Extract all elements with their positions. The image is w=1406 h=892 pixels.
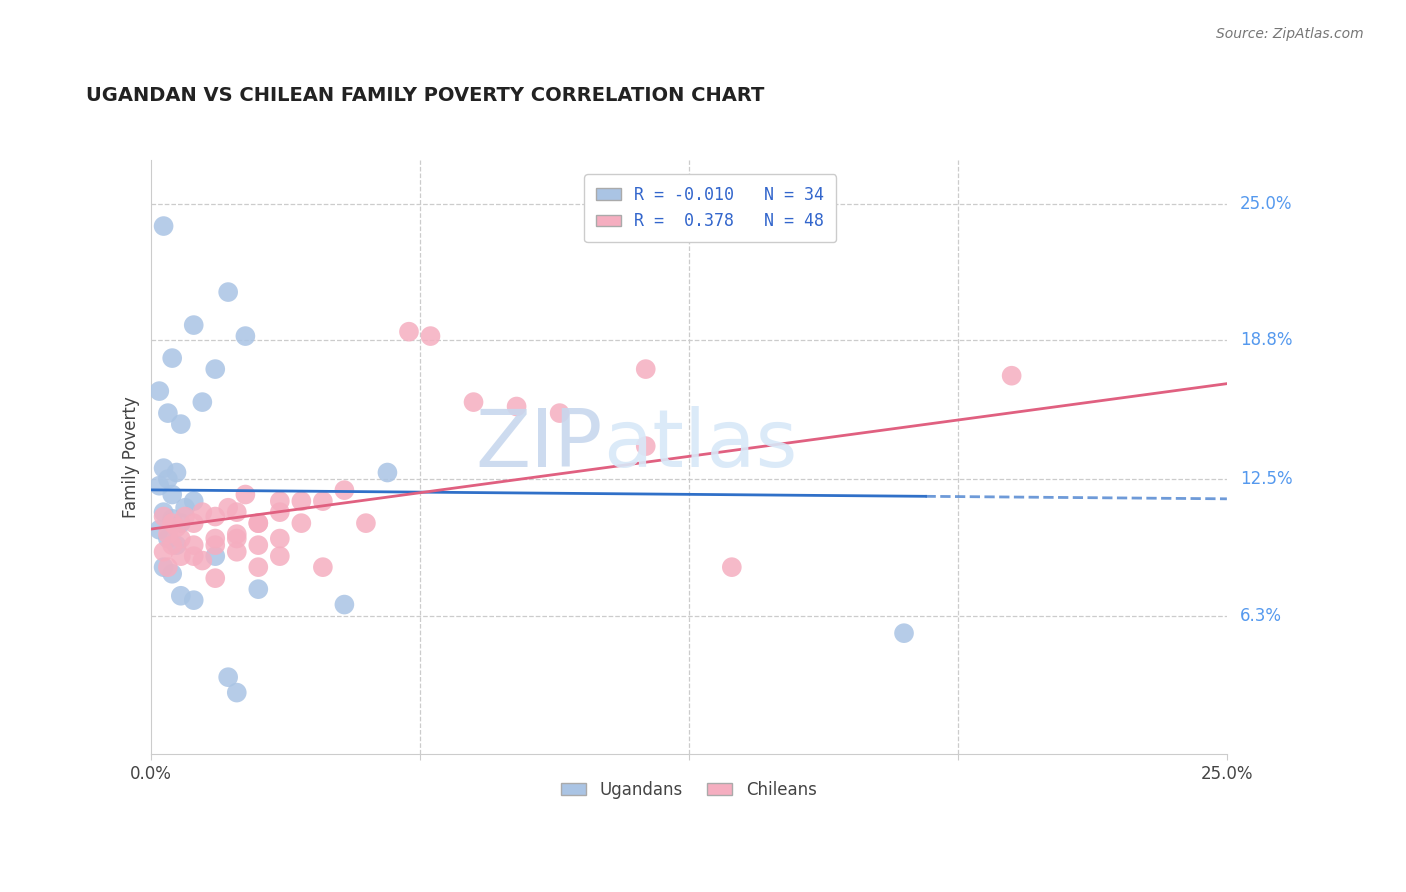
Point — [191, 395, 214, 409]
Point — [721, 560, 744, 574]
Point — [170, 417, 193, 431]
Point — [290, 494, 312, 508]
Point — [269, 494, 291, 508]
Point — [148, 479, 170, 493]
Point — [269, 505, 291, 519]
Point — [183, 318, 205, 332]
Point — [156, 560, 179, 574]
Point — [290, 516, 312, 530]
Point — [634, 439, 657, 453]
Point — [152, 219, 174, 233]
Point — [1001, 368, 1024, 383]
Point — [204, 509, 226, 524]
Point — [191, 505, 214, 519]
Point — [354, 516, 377, 530]
Point — [152, 509, 174, 524]
Point — [160, 566, 183, 581]
Point — [217, 670, 239, 684]
Point — [398, 325, 420, 339]
Point — [148, 523, 170, 537]
Point — [419, 329, 441, 343]
Point — [235, 329, 257, 343]
Point — [235, 487, 257, 501]
Point — [156, 527, 179, 541]
Point — [166, 466, 188, 480]
Point — [152, 461, 174, 475]
Point — [225, 505, 247, 519]
Point — [548, 406, 571, 420]
Point — [333, 598, 356, 612]
Point — [463, 395, 485, 409]
Text: 18.8%: 18.8% — [1240, 332, 1292, 350]
Point — [170, 532, 193, 546]
Text: 6.3%: 6.3% — [1240, 607, 1282, 624]
Point — [152, 545, 174, 559]
Legend: Ugandans, Chileans: Ugandans, Chileans — [554, 774, 824, 805]
Point — [247, 560, 270, 574]
Point — [183, 593, 205, 607]
Point — [634, 362, 657, 376]
Point — [204, 571, 226, 585]
Point — [217, 500, 239, 515]
Point — [247, 516, 270, 530]
Text: ZIP: ZIP — [475, 406, 603, 484]
Text: 12.5%: 12.5% — [1240, 470, 1292, 488]
Point — [156, 406, 179, 420]
Point — [269, 532, 291, 546]
Point — [377, 466, 399, 480]
Point — [166, 520, 188, 534]
Point — [152, 560, 174, 574]
Point — [247, 538, 270, 552]
Point — [160, 538, 183, 552]
Point — [152, 505, 174, 519]
Point — [225, 685, 247, 699]
Point — [204, 538, 226, 552]
Point — [217, 285, 239, 299]
Point — [156, 472, 179, 486]
Point — [191, 553, 214, 567]
Text: UGANDAN VS CHILEAN FAMILY POVERTY CORRELATION CHART: UGANDAN VS CHILEAN FAMILY POVERTY CORREL… — [86, 86, 765, 105]
Point — [225, 545, 247, 559]
Point — [204, 532, 226, 546]
Point — [183, 538, 205, 552]
Point — [174, 509, 197, 524]
Point — [333, 483, 356, 497]
Point — [247, 516, 270, 530]
Point — [183, 494, 205, 508]
Point — [170, 516, 193, 530]
Point — [225, 532, 247, 546]
Point — [204, 362, 226, 376]
Point — [174, 500, 197, 515]
Point — [160, 512, 183, 526]
Text: Source: ZipAtlas.com: Source: ZipAtlas.com — [1216, 27, 1364, 41]
Point — [505, 400, 527, 414]
Point — [893, 626, 915, 640]
Point — [170, 549, 193, 563]
Point — [204, 549, 226, 563]
Text: 25.0%: 25.0% — [1240, 195, 1292, 213]
Point — [160, 516, 183, 530]
Point — [269, 549, 291, 563]
Point — [148, 384, 170, 398]
Point — [312, 494, 335, 508]
Point — [170, 589, 193, 603]
Point — [247, 582, 270, 596]
Point — [166, 538, 188, 552]
Point — [183, 549, 205, 563]
Text: atlas: atlas — [603, 406, 797, 484]
Point — [156, 532, 179, 546]
Y-axis label: Family Poverty: Family Poverty — [121, 396, 139, 518]
Point — [160, 351, 183, 365]
Point — [183, 516, 205, 530]
Point — [225, 527, 247, 541]
Point — [160, 487, 183, 501]
Point — [312, 560, 335, 574]
